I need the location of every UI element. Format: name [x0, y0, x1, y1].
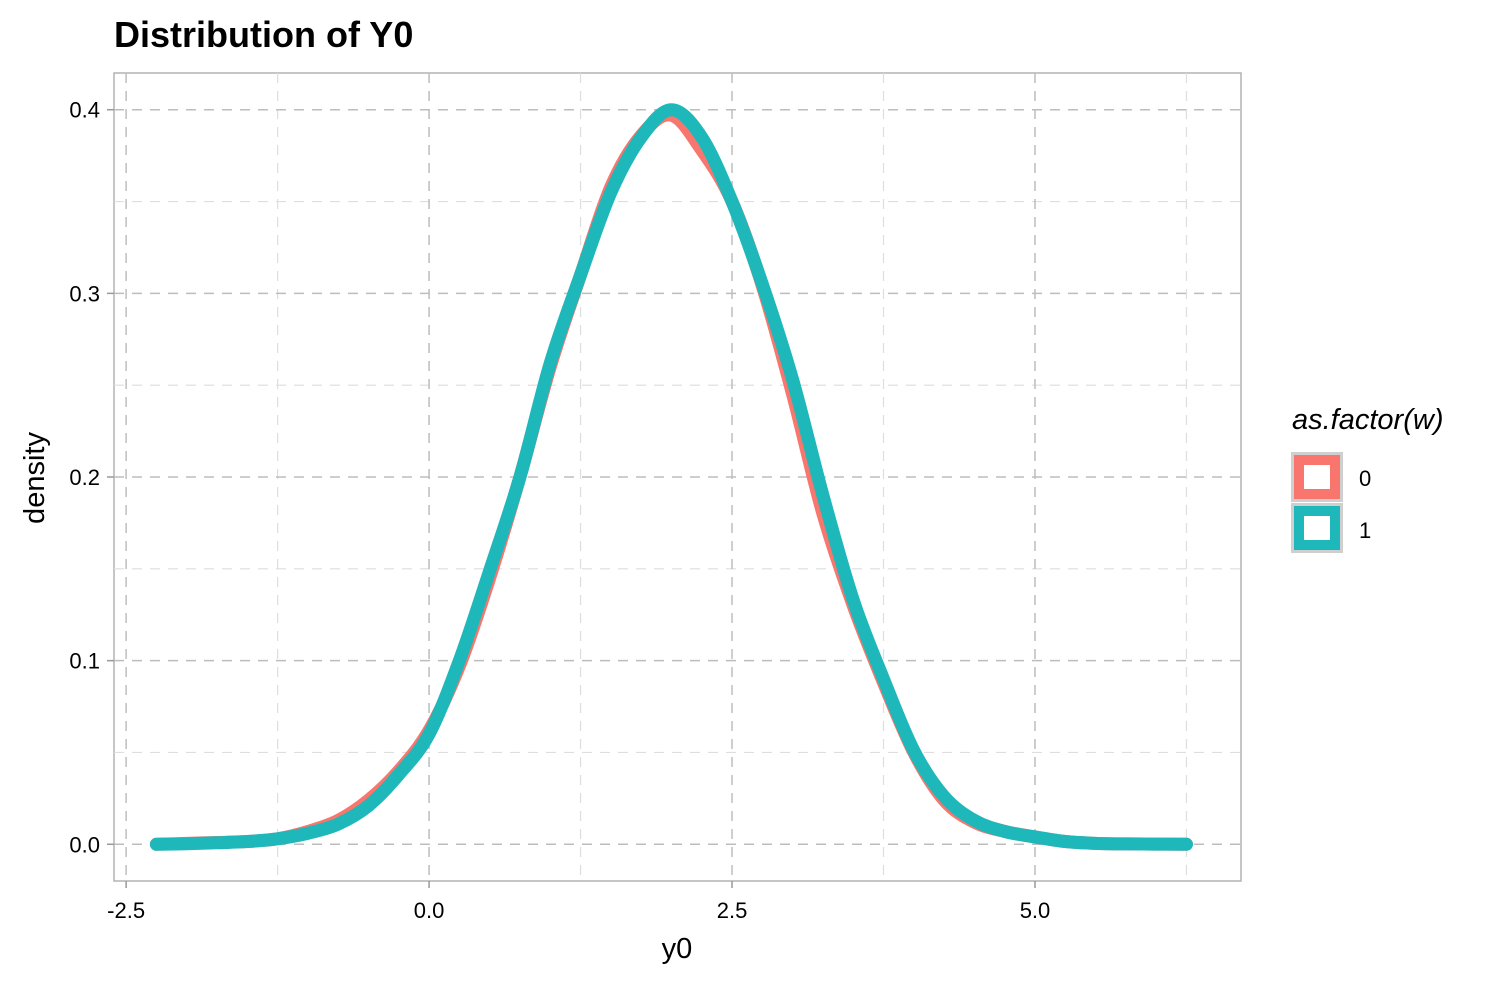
density-series [149, 103, 1193, 851]
y-axis-title: density [19, 432, 51, 524]
legend-key-1-swatch [1294, 506, 1340, 550]
x-tick-label-0: -2.5 [107, 898, 145, 923]
legend: as.factor(w) 0 1 [1291, 404, 1443, 553]
y-tick-label-0: 0.0 [69, 832, 100, 857]
x-axis-title: y0 [662, 933, 693, 965]
x-tick-label-1: 0.0 [414, 898, 445, 923]
major-gridlines [114, 73, 1241, 881]
chart-title: Distribution of Y0 [114, 14, 413, 55]
legend-item-0: 0 [1291, 452, 1371, 502]
legend-label-0: 0 [1359, 466, 1371, 491]
y-tick-label-4: 0.4 [69, 98, 100, 123]
y-tick-label-2: 0.2 [69, 465, 100, 490]
minor-gridlines [114, 73, 1241, 881]
x-tick-label-3: 5.0 [1020, 898, 1051, 923]
y-tick-label-1: 0.1 [69, 649, 100, 674]
legend-title: as.factor(w) [1292, 404, 1443, 436]
x-axis-ticks: -2.5 0.0 2.5 5.0 [107, 881, 1050, 923]
y-tick-label-3: 0.3 [69, 281, 100, 306]
legend-key-0-swatch [1294, 455, 1340, 499]
legend-item-1: 1 [1291, 503, 1371, 553]
density-line-1 [149, 103, 1193, 851]
legend-label-1: 1 [1359, 518, 1371, 543]
y-axis-ticks: 0.0 0.1 0.2 0.3 0.4 [69, 98, 114, 857]
x-tick-label-2: 2.5 [717, 898, 748, 923]
